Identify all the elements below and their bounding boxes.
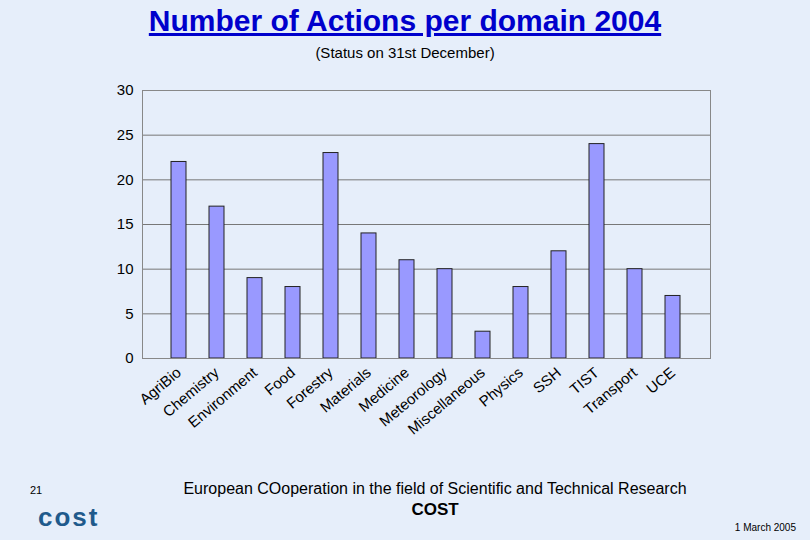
svg-text:Forestry: Forestry	[282, 363, 336, 412]
svg-text:UCE: UCE	[643, 364, 678, 397]
svg-text:15: 15	[117, 215, 134, 232]
svg-text:Chemistry: Chemistry	[159, 363, 222, 420]
html-text:COST: COST	[411, 500, 459, 519]
svg-text:Materials: Materials	[316, 363, 374, 416]
svg-text:5: 5	[125, 305, 133, 322]
svg-text:SSH: SSH	[529, 364, 564, 397]
svg-text:10: 10	[117, 260, 134, 277]
svg-text:30: 30	[117, 81, 134, 98]
html-text:cost: cost	[38, 502, 100, 532]
svg-text:Miscellaneous: Miscellaneous	[404, 364, 488, 438]
html-text:21: 21	[30, 484, 43, 496]
html-text:(Status on 31st December): (Status on 31st December)	[315, 44, 495, 61]
svg-text:Meteorology: Meteorology	[375, 363, 450, 430]
svg-text:Medicine: Medicine	[355, 363, 412, 416]
html-text:1 March 2005: 1 March 2005	[734, 522, 796, 533]
svg-text:Environment: Environment	[185, 363, 261, 431]
svg-text:Food: Food	[260, 363, 298, 399]
svg-text:AgriBio: AgriBio	[136, 363, 184, 408]
svg-text:Physics: Physics	[475, 364, 526, 410]
html-text:Number of Actions per domain 2: Number of Actions per domain 2004	[148, 4, 662, 37]
svg-text:20: 20	[117, 171, 134, 188]
html-text:European COoperation in the fi: European COoperation in the field of Sci…	[183, 480, 687, 497]
svg-text:0: 0	[125, 349, 133, 366]
svg-text:25: 25	[117, 126, 134, 143]
svg-text:TIST: TIST	[566, 363, 602, 398]
svg-text:Transport: Transport	[580, 363, 640, 417]
